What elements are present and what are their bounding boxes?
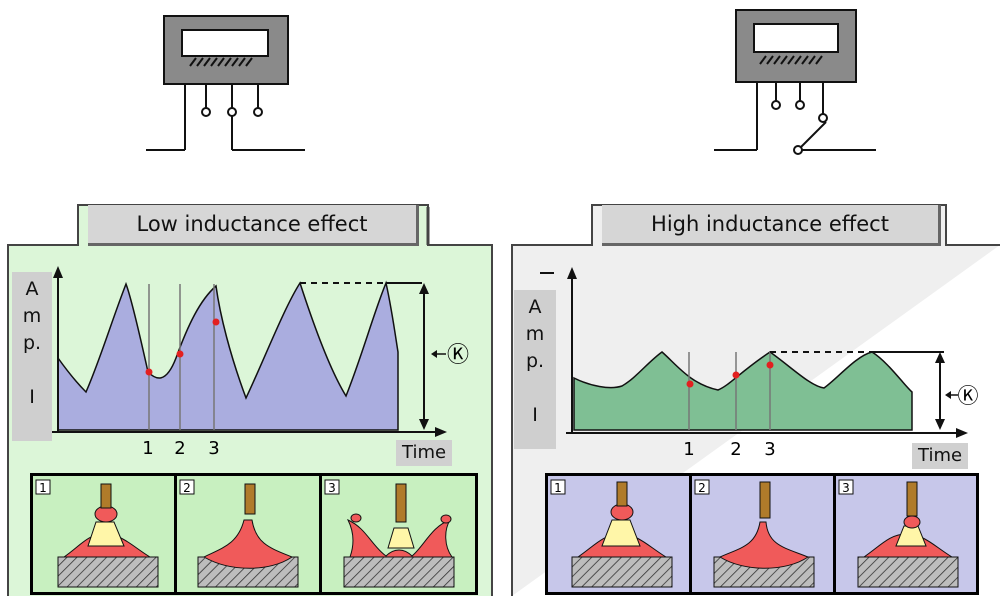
left-step-1-number: 1 — [39, 481, 47, 495]
left-step-2-number: 2 — [183, 481, 191, 495]
right-step-1-number: 1 — [554, 481, 562, 495]
left-step-3-number: 3 — [328, 481, 336, 495]
left-k-symbol: Ⓚ — [447, 343, 469, 368]
right-marker-2: 2 — [730, 439, 741, 460]
left-step-2 — [179, 479, 299, 588]
right-xlabel: Time — [912, 443, 969, 469]
left-marker-2: 2 — [174, 438, 185, 459]
right-step-2-number: 2 — [698, 481, 706, 495]
right-step-3 — [838, 479, 959, 588]
right-step-1 — [550, 479, 673, 588]
high-inductance-waveform — [540, 267, 968, 438]
low-inductance-title: Low inductance effect — [88, 205, 419, 246]
left-step-3 — [324, 479, 455, 588]
high-inductance-steps — [545, 473, 979, 595]
left-marker-1: 1 — [142, 438, 153, 459]
right-step-3-number: 3 — [842, 481, 850, 495]
left-xlabel: Time — [396, 440, 453, 466]
right-marker-3: 3 — [764, 439, 775, 460]
right-k-symbol: Ⓚ — [958, 384, 979, 408]
low-inductance-steps — [30, 473, 478, 595]
right-marker-1: 1 — [683, 439, 694, 460]
inductor-symbol-high — [714, 9, 876, 155]
left-marker-3: 3 — [208, 438, 219, 459]
low-inductance-waveform — [52, 266, 447, 437]
high-inductance-title: High inductance effect — [602, 205, 941, 246]
left-step-1 — [35, 479, 159, 588]
right-step-2 — [694, 479, 815, 588]
inductor-symbol-low — [146, 15, 305, 151]
